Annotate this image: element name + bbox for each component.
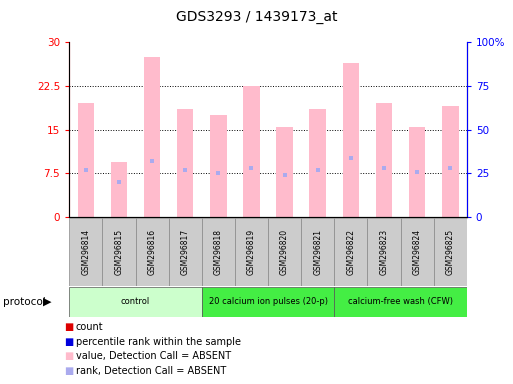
Bar	[69, 287, 202, 317]
Text: GDS3293 / 1439173_at: GDS3293 / 1439173_at	[176, 10, 337, 23]
Text: GSM296815: GSM296815	[114, 229, 124, 275]
Bar	[277, 127, 293, 217]
Bar	[210, 115, 227, 217]
Text: 20 calcium ion pulses (20-p): 20 calcium ion pulses (20-p)	[209, 297, 327, 306]
Text: GSM296816: GSM296816	[148, 229, 156, 275]
Bar	[367, 218, 401, 286]
Bar	[111, 162, 127, 217]
Bar	[243, 86, 260, 217]
Text: calcium-free wash (CFW): calcium-free wash (CFW)	[348, 297, 453, 306]
Text: GSM296821: GSM296821	[313, 229, 322, 275]
Bar	[376, 103, 392, 217]
Bar	[103, 218, 135, 286]
Text: GSM296818: GSM296818	[214, 229, 223, 275]
Text: protocol: protocol	[3, 297, 45, 307]
Text: count: count	[76, 322, 104, 332]
Text: control: control	[121, 297, 150, 306]
Text: rank, Detection Call = ABSENT: rank, Detection Call = ABSENT	[76, 366, 226, 376]
Bar	[442, 106, 459, 217]
Text: GSM296820: GSM296820	[280, 229, 289, 275]
Text: ■: ■	[64, 337, 73, 347]
Text: ■: ■	[64, 351, 73, 361]
Bar	[409, 127, 425, 217]
Bar	[177, 109, 193, 217]
Bar	[135, 218, 169, 286]
Text: GSM296817: GSM296817	[181, 229, 190, 275]
Bar	[69, 218, 103, 286]
Text: GSM296814: GSM296814	[82, 229, 90, 275]
Bar	[169, 218, 202, 286]
Text: GSM296824: GSM296824	[412, 229, 422, 275]
Bar	[77, 103, 94, 217]
Text: GSM296825: GSM296825	[446, 229, 455, 275]
Text: GSM296822: GSM296822	[346, 229, 356, 275]
Bar	[433, 218, 467, 286]
Bar	[144, 57, 161, 217]
Bar	[334, 287, 467, 317]
Text: ▶: ▶	[43, 297, 51, 307]
Bar	[401, 218, 433, 286]
Bar	[301, 218, 334, 286]
Bar	[202, 218, 235, 286]
Bar	[309, 109, 326, 217]
Text: ■: ■	[64, 366, 73, 376]
Text: GSM296819: GSM296819	[247, 229, 256, 275]
Text: ■: ■	[64, 322, 73, 332]
Bar	[268, 218, 301, 286]
Text: value, Detection Call = ABSENT: value, Detection Call = ABSENT	[76, 351, 231, 361]
Bar	[334, 218, 367, 286]
Text: percentile rank within the sample: percentile rank within the sample	[76, 337, 241, 347]
Bar	[235, 218, 268, 286]
Bar	[202, 287, 334, 317]
Bar	[343, 63, 359, 217]
Text: GSM296823: GSM296823	[380, 229, 388, 275]
